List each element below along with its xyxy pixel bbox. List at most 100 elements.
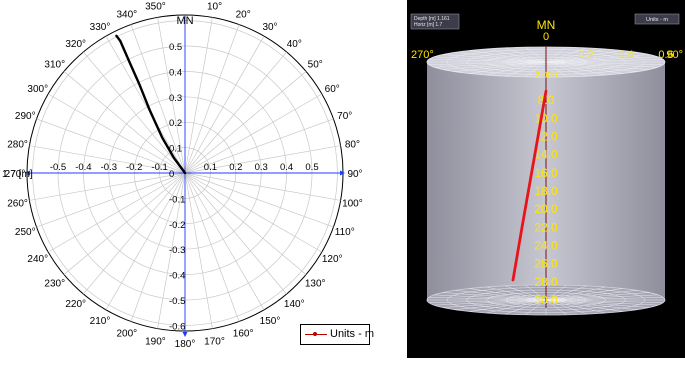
bottom-grid-spoke <box>454 290 547 301</box>
bottom-grid-spoke <box>505 299 547 315</box>
radial-tick-label-horizontal: -0.2 <box>126 162 142 173</box>
north-label: MN <box>176 15 193 27</box>
angle-tick-label: 330° <box>90 22 111 33</box>
radial-tick-label-horizontal: -0.5 <box>50 162 66 173</box>
bottom-grid-spoke <box>505 285 547 301</box>
radial-tick-label-horizontal: 0.4 <box>280 162 293 173</box>
top-grid-spoke <box>545 52 638 63</box>
bottom-grid-spoke <box>545 299 650 308</box>
bottom-grid-spoke <box>545 286 606 301</box>
top-grid-spoke <box>545 47 567 63</box>
angle-tick-label: 300° <box>27 84 48 95</box>
polar-spoke <box>184 172 307 275</box>
polar-spoke <box>83 51 186 174</box>
radial-tick-label-horizontal: 0.1 <box>204 162 217 173</box>
angle-tick-label: 170° <box>204 336 225 347</box>
3d-view-panel: 8.0 10.0 12.0 14.0 16.0 18.0 20.0 22.0 24.0 26.0 2… <box>407 0 685 358</box>
angle-tick-label: 140° <box>284 299 305 310</box>
top-grid-spoke <box>505 47 547 63</box>
top-tick-label: 0.4 <box>618 49 633 61</box>
axis-arrow-right <box>340 170 345 176</box>
polar-spoke <box>184 35 265 174</box>
depth-tick-label: 26.0 <box>534 257 558 271</box>
angle-tick-label: 240° <box>27 254 48 265</box>
top-grid-spoke <box>525 47 547 63</box>
bottom-grid-spoke <box>545 285 567 301</box>
top-grid-spoke <box>428 61 547 65</box>
radial-tick-label-horizontal: 0.2 <box>229 162 242 173</box>
scale-label: 1:7 [m] <box>2 169 33 180</box>
angle-tick-label: 200° <box>117 329 138 340</box>
depth-tick-label: 28.0 <box>534 275 558 289</box>
polar-spoke <box>47 172 186 253</box>
bottom-grid-spoke <box>545 299 567 315</box>
top-grid-spoke <box>505 61 547 77</box>
top-grid-spoke <box>434 56 547 63</box>
top-grid-spoke <box>428 59 547 63</box>
depth-tick-label: 14.0 <box>534 148 558 162</box>
top-grid-spoke <box>486 48 547 63</box>
top-grid-spoke <box>469 50 547 63</box>
radial-tick-label-vertical: -0.1 <box>169 194 185 205</box>
polar-spoke <box>184 51 287 174</box>
polar-spoke <box>184 17 213 174</box>
well-path-series <box>511 89 548 282</box>
3d-north-label: MN <box>537 18 556 32</box>
polar-spoke <box>184 172 265 311</box>
info-box <box>410 13 460 30</box>
bottom-grid-spoke <box>442 299 547 308</box>
bottom-grid-spoke <box>545 297 664 301</box>
units-box <box>634 13 680 25</box>
angle-tick-label: 280° <box>7 139 28 150</box>
radial-tick-label-vertical: 0.3 <box>169 93 182 104</box>
radial-tick-label-horizontal: 0.5 <box>305 162 318 173</box>
top-grid-spoke <box>545 61 664 65</box>
bottom-grid-spoke <box>545 299 658 306</box>
top-grid-spoke <box>525 61 547 77</box>
bottom-grid-spoke <box>545 299 606 314</box>
angle-tick-label: 150° <box>260 316 281 327</box>
polar-spoke <box>184 93 323 174</box>
radial-tick-label-horizontal: -0.4 <box>75 162 91 173</box>
top-grid-spoke <box>545 61 650 70</box>
polar-plot-panel: 10° 20° 30° 40° 50° 60° 70° 80° 90° 100° 110° 120° 1… <box>2 2 374 350</box>
polar-spoke <box>29 172 186 201</box>
bottom-grid-spoke <box>545 299 587 315</box>
angle-tick-label: 50° <box>308 60 323 71</box>
polar-spoke <box>184 172 287 295</box>
polar-spoke <box>36 172 186 228</box>
radial-tick-label-vertical: 0.5 <box>169 42 182 53</box>
angle-tick-label: 210° <box>90 316 111 327</box>
polar-spoke <box>83 172 186 295</box>
top-grid-spoke <box>469 61 547 74</box>
top-grid-spoke <box>545 50 623 63</box>
angle-tick-label: 30° <box>262 22 277 33</box>
info-line-depth: Depth [m] 1.161 <box>414 16 450 22</box>
bottom-grid-spoke <box>545 294 658 301</box>
depth-tick-label: 12.0 <box>534 130 558 144</box>
angle-tick-label: 160° <box>233 329 254 340</box>
angle-tick-label: 320° <box>65 39 86 50</box>
polar-spoke <box>184 172 240 322</box>
top-grid-spoke <box>545 54 650 63</box>
top-grid-spoke <box>545 61 658 68</box>
top-grid-spoke <box>434 61 547 68</box>
polar-spoke <box>63 71 186 174</box>
radial-tick-label-vertical: -0.2 <box>169 220 185 231</box>
polar-plot: 10° 20° 30° 40° 50° 60° 70° 80° 90° 100° 110° 120° 1… <box>2 2 363 350</box>
top-grid-spoke <box>545 61 623 74</box>
polar-spoke <box>184 172 341 201</box>
3d-angle-left: 270° <box>411 49 434 61</box>
top-grid-spoke <box>545 61 567 77</box>
polar-spoke <box>63 172 186 275</box>
bottom-grid-spoke <box>545 292 650 301</box>
top-grid-spoke <box>486 61 547 76</box>
top-grid-spoke <box>454 61 547 72</box>
3d-angle-right: 90° <box>666 49 683 61</box>
axis-arrow-left <box>25 170 30 176</box>
bottom-grid-spoke <box>454 299 547 310</box>
bottom-grid-spoke <box>486 286 547 301</box>
bottom-grid-spoke <box>428 297 547 301</box>
polar-spoke <box>184 118 334 174</box>
info-line-horiz: Horiz [m] 1.7 <box>414 22 443 28</box>
